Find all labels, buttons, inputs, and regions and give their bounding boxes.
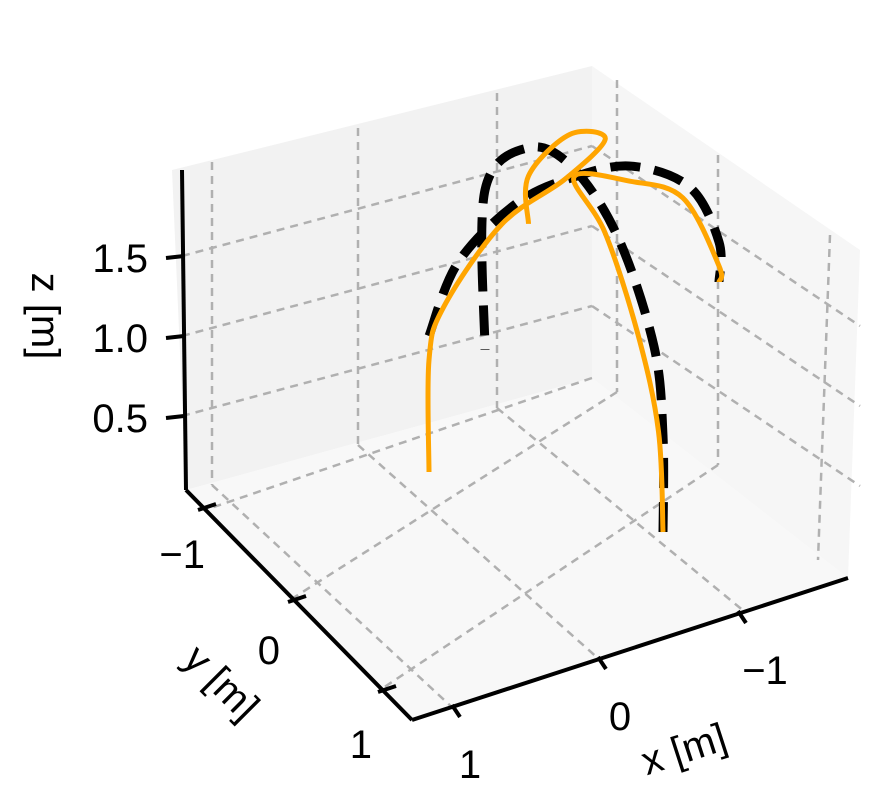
tick-labels: 1.5 1.0 0.5 −1 0 1 1 0 −1	[92, 237, 787, 787]
x-axis-line	[411, 576, 849, 722]
measured-trajectory-line-2	[571, 171, 725, 533]
gridline	[591, 304, 861, 488]
z-tick	[165, 334, 185, 340]
y-tick	[197, 502, 217, 512]
x-axis-label: x [m]	[636, 715, 732, 784]
z-tick-label: 1.0	[92, 317, 148, 361]
z-tick-label: 0.5	[92, 397, 148, 441]
gridline	[591, 224, 861, 408]
y-axis-line	[184, 488, 414, 722]
grid	[181, 80, 861, 711]
z-tick	[165, 254, 185, 260]
y-tick	[377, 684, 397, 694]
z-axis-label: z [m]	[23, 273, 67, 360]
series-layer	[424, 128, 726, 533]
y-tick-label: 1	[350, 723, 372, 767]
z-axis-line	[180, 169, 188, 491]
y-tick	[287, 594, 307, 604]
pane-right	[592, 66, 860, 578]
z-tick	[165, 414, 185, 420]
ticks	[165, 254, 748, 719]
reference-trajectory-line-0	[477, 142, 669, 533]
gridline	[181, 224, 593, 338]
y-axis-label: y [m]	[175, 637, 267, 729]
x-tick	[736, 609, 748, 625]
x-tick-label: −1	[742, 649, 788, 693]
gridline	[289, 390, 618, 602]
z-tick-label: 1.5	[92, 237, 148, 281]
gridline	[204, 376, 593, 512]
x-tick-label: 1	[459, 743, 481, 787]
gridline	[181, 144, 593, 258]
gridline	[181, 304, 593, 418]
pane-floor	[186, 378, 848, 720]
y-tick-label: −1	[159, 533, 205, 577]
gridline	[496, 407, 746, 613]
x-tick	[596, 655, 608, 671]
axes	[180, 169, 849, 722]
y-tick-label: 0	[258, 629, 280, 673]
pane-left	[172, 66, 592, 490]
gridline	[357, 444, 601, 661]
gridline	[591, 144, 861, 328]
gridline	[816, 234, 832, 561]
measured-trajectory-line-3	[425, 128, 608, 473]
x-tick-label: 0	[609, 695, 631, 739]
x-tick	[450, 703, 462, 719]
gridline	[379, 463, 719, 692]
